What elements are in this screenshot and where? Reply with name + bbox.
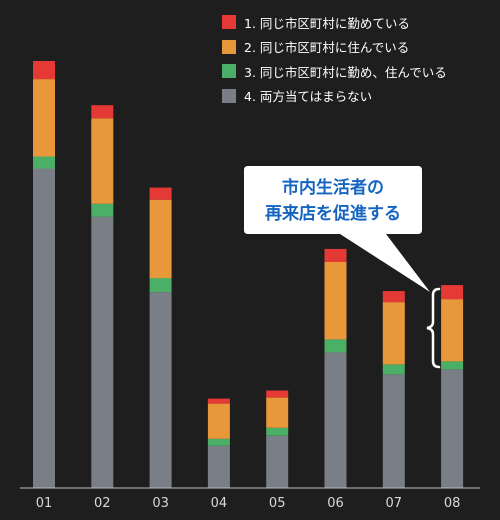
legend-swatch [222, 88, 236, 103]
bar-segment-05-series-1 [266, 435, 289, 488]
bar-segment-07-series-3 [382, 302, 405, 365]
legend-swatch [222, 64, 236, 79]
x-tick-label: 01 [36, 496, 53, 511]
legend-item: 1. 同じ市区町村に勤めている [222, 10, 447, 35]
bar-segment-08-series-4 [441, 285, 464, 300]
bar-segment-01-series-3 [33, 79, 55, 157]
bar-segment-04-series-3 [207, 403, 230, 439]
bar-segment-03-series-2 [149, 278, 172, 293]
bar-segment-08-series-3 [441, 299, 464, 362]
bar-segment-01-series-4 [33, 61, 55, 80]
bar-segment-06-series-2 [324, 339, 347, 353]
x-tick-label: 02 [94, 496, 111, 511]
x-tick-label: 08 [444, 496, 461, 511]
callout-shape [244, 166, 430, 292]
callout-bubble: 市内生活者の 再来店を促進する [244, 166, 430, 292]
legend-item: 3. 同じ市区町村に勤め、住んでいる [222, 59, 447, 84]
legend-item: 4. 両方当てはまらない [222, 84, 447, 109]
bar-segment-04-series-2 [207, 438, 230, 446]
bar-segment-02-series-2 [91, 203, 114, 217]
bracket-icon [426, 287, 441, 369]
bar-segment-05-series-3 [266, 397, 289, 428]
bar-segment-06-series-3 [324, 262, 347, 340]
x-tick-label: 05 [269, 496, 286, 511]
legend-label: 4. 両方当てはまらない [244, 89, 373, 105]
x-tick-label: 06 [327, 496, 344, 511]
legend-label: 1. 同じ市区町村に勤めている [244, 15, 410, 31]
bar-segment-05-series-4 [266, 390, 289, 398]
bar-segment-06-series-1 [324, 352, 347, 488]
legend-swatch [222, 39, 236, 54]
x-tick-label: 07 [386, 496, 403, 511]
bar-segment-02-series-4 [91, 105, 114, 119]
legend: 1. 同じ市区町村に勤めている 2. 同じ市区町村に住んでいる 3. 同じ市区町村に… [222, 10, 447, 108]
legend-item: 2. 同じ市区町村に住んでいる [222, 35, 447, 60]
bar-segment-08-series-1 [441, 369, 464, 488]
legend-label: 3. 同じ市区町村に勤め、住んでいる [244, 64, 447, 80]
bar-segment-04-series-1 [207, 445, 230, 488]
bar-segment-02-series-3 [91, 118, 114, 204]
bar-segment-06-series-4 [324, 248, 347, 262]
bar-segment-04-series-4 [207, 398, 230, 404]
bar-segment-07-series-1 [382, 374, 405, 488]
bar-segment-05-series-2 [266, 427, 289, 436]
callout-line-2: 再来店を促進する [265, 203, 401, 224]
bar-segment-03-series-1 [149, 292, 172, 488]
bar-segment-01-series-1 [33, 168, 55, 488]
bar-segment-07-series-2 [382, 364, 405, 375]
bar-segment-07-series-4 [382, 291, 405, 303]
bars-layer [33, 61, 464, 488]
bar-segment-03-series-3 [149, 199, 172, 279]
bar-segment-03-series-4 [149, 187, 172, 200]
x-axis-tick-labels: 01 02 03 04 05 06 07 08 [36, 496, 461, 511]
x-tick-label: 03 [152, 496, 169, 511]
legend-label: 2. 同じ市区町村に住んでいる [244, 40, 410, 56]
legend-swatch [222, 15, 236, 30]
x-tick-label: 04 [211, 496, 228, 511]
bar-segment-02-series-1 [91, 216, 114, 488]
callout-line-1: 市内生活者の [282, 177, 384, 198]
bar-segment-01-series-2 [33, 156, 55, 169]
bar-segment-08-series-2 [441, 361, 464, 370]
